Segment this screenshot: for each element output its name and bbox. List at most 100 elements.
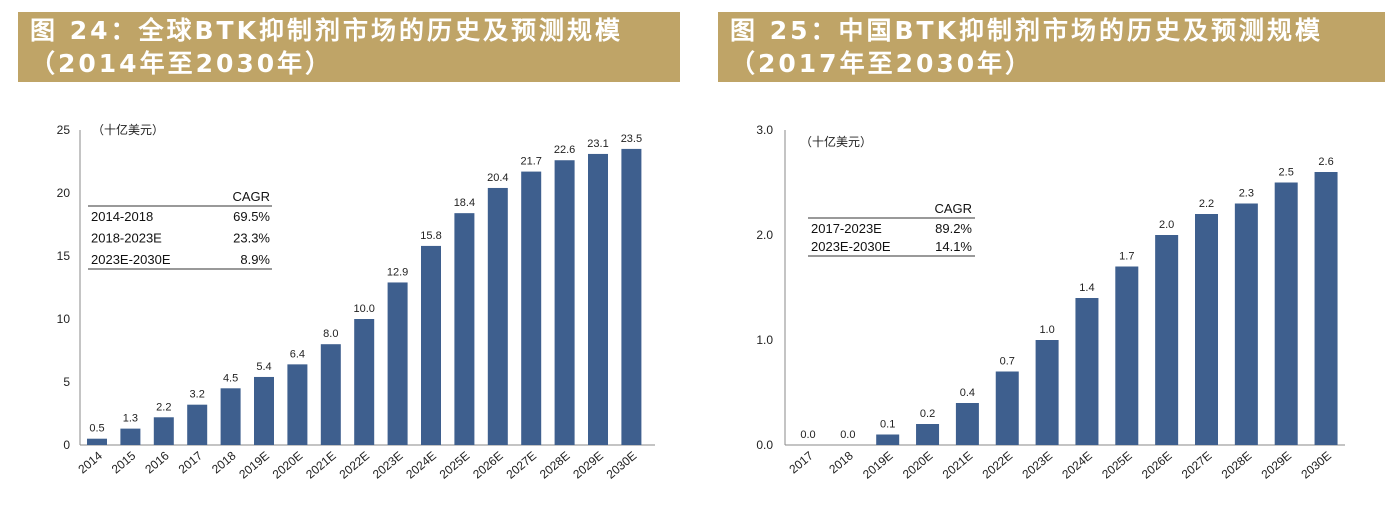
cagr-period: 2018-2023E bbox=[91, 231, 162, 246]
cagr-period: 2023E-2030E bbox=[91, 252, 171, 267]
cagr-period: 2014-2018 bbox=[91, 209, 153, 224]
x-tick-label: 2029E bbox=[570, 449, 606, 482]
cagr-value: 14.1% bbox=[935, 239, 972, 254]
bar-2029E bbox=[1274, 182, 1298, 445]
cagr-period: 2023E-2030E bbox=[811, 239, 891, 254]
x-tick-label: 2023E bbox=[370, 449, 406, 482]
data-label: 6.4 bbox=[290, 348, 305, 360]
y-tick-label: 3.0 bbox=[756, 123, 773, 137]
y-tick-label: 1.0 bbox=[756, 333, 773, 347]
x-tick-label: 2017 bbox=[786, 448, 816, 476]
data-label: 15.8 bbox=[420, 230, 441, 242]
y-tick-label: 25 bbox=[57, 123, 71, 137]
bar-2022E bbox=[354, 319, 375, 445]
bar-2029E bbox=[588, 153, 608, 445]
title-line-1: 图 24：全球BTK抑制剂市场的历史及预测规模 bbox=[30, 16, 623, 45]
x-tick-label: 2028E bbox=[1219, 449, 1255, 482]
x-tick-label: 2018 bbox=[826, 448, 856, 476]
title-line-2: （2017年至2030年） bbox=[730, 49, 1034, 78]
data-label: 2.0 bbox=[1159, 219, 1174, 231]
data-label: 18.4 bbox=[454, 197, 475, 209]
data-label: 0.1 bbox=[880, 419, 895, 431]
data-label: 0.5 bbox=[89, 423, 104, 435]
data-label: 5.4 bbox=[256, 361, 271, 373]
data-label: 0.0 bbox=[840, 429, 855, 441]
bar-2019E bbox=[254, 376, 274, 445]
data-label: 12.9 bbox=[387, 266, 408, 278]
bar-2021E bbox=[320, 344, 341, 445]
cagr-value: 23.3% bbox=[233, 231, 270, 246]
x-tick-label: 2020E bbox=[270, 449, 306, 482]
cagr-header: CAGR bbox=[934, 201, 972, 216]
unit-label: （十亿美元） bbox=[800, 134, 872, 149]
cagr-value: 89.2% bbox=[935, 221, 972, 236]
x-tick-label: 2030E bbox=[604, 449, 640, 482]
bar-2023E bbox=[1035, 340, 1059, 445]
x-tick-label: 2016 bbox=[142, 448, 172, 476]
bar-2023E bbox=[387, 282, 408, 445]
bar-2020E bbox=[287, 364, 308, 445]
y-tick-label: 0 bbox=[63, 438, 70, 452]
data-label: 1.7 bbox=[1119, 251, 1134, 263]
x-tick-label: 2028E bbox=[537, 449, 573, 482]
x-tick-label: 2025E bbox=[437, 449, 473, 482]
x-tick-label: 2019E bbox=[236, 449, 272, 482]
bar-2030E bbox=[621, 148, 642, 445]
bar-2026E bbox=[487, 187, 508, 445]
x-tick-label: 2026E bbox=[470, 449, 506, 482]
x-tick-label: 2024E bbox=[403, 449, 439, 482]
x-tick-label: 2014 bbox=[75, 448, 105, 476]
figure-24-title: 图 24：全球BTK抑制剂市场的历史及预测规模 （2014年至2030年） bbox=[18, 12, 680, 82]
bar-2028E bbox=[1234, 203, 1258, 445]
bar-2021E bbox=[955, 403, 979, 445]
data-label: 2.2 bbox=[156, 401, 171, 413]
data-label: 10.0 bbox=[353, 303, 374, 315]
bar-2026E bbox=[1155, 235, 1179, 445]
data-label: 1.4 bbox=[1079, 282, 1094, 294]
unit-label: （十亿美元） bbox=[92, 122, 164, 137]
x-tick-label: 2027E bbox=[504, 449, 540, 482]
bar-2019E bbox=[876, 434, 900, 445]
x-tick-label: 2019E bbox=[860, 449, 896, 482]
bar-2024E bbox=[1075, 298, 1099, 445]
x-tick-label: 2026E bbox=[1139, 449, 1175, 482]
data-label: 3.2 bbox=[190, 389, 205, 401]
x-tick-label: 2021E bbox=[303, 449, 339, 482]
data-label: 2.6 bbox=[1318, 156, 1333, 168]
cagr-value: 8.9% bbox=[240, 252, 270, 267]
bar-2030E bbox=[1314, 172, 1338, 445]
title-line-2: （2014年至2030年） bbox=[30, 49, 334, 78]
bar-2020E bbox=[916, 424, 940, 445]
x-tick-label: 2023E bbox=[1019, 449, 1055, 482]
data-label: 23.1 bbox=[587, 138, 608, 150]
data-label: 8.0 bbox=[323, 328, 338, 340]
x-tick-label: 2025E bbox=[1099, 449, 1135, 482]
data-label: 2.3 bbox=[1239, 188, 1254, 200]
x-tick-label: 2021E bbox=[940, 449, 976, 482]
data-label: 23.5 bbox=[621, 133, 642, 145]
x-tick-label: 2024E bbox=[1059, 449, 1095, 482]
x-tick-label: 2022E bbox=[980, 449, 1016, 482]
y-tick-label: 0.0 bbox=[756, 438, 773, 452]
bar-2025E bbox=[454, 213, 475, 445]
bar-2018 bbox=[220, 388, 241, 445]
data-label: 1.0 bbox=[1039, 324, 1054, 336]
bar-2015 bbox=[120, 428, 141, 445]
cagr-value: 69.5% bbox=[233, 209, 270, 224]
x-tick-label: 2017 bbox=[176, 448, 206, 476]
y-tick-label: 5 bbox=[63, 375, 70, 389]
x-tick-label: 2030E bbox=[1298, 449, 1334, 482]
data-label: 2.2 bbox=[1199, 198, 1214, 210]
data-label: 1.3 bbox=[123, 413, 138, 425]
data-label: 22.6 bbox=[554, 144, 575, 156]
title-line-1: 图 25：中国BTK抑制剂市场的历史及预测规模 bbox=[730, 16, 1323, 45]
data-label: 21.7 bbox=[520, 156, 541, 168]
cagr-header: CAGR bbox=[232, 189, 270, 204]
y-tick-label: 15 bbox=[57, 249, 71, 263]
data-label: 0.4 bbox=[960, 387, 975, 399]
x-tick-label: 2029E bbox=[1259, 449, 1295, 482]
bar-2022E bbox=[995, 371, 1019, 445]
data-label: 2.5 bbox=[1279, 167, 1294, 179]
bar-2027E bbox=[521, 171, 542, 445]
